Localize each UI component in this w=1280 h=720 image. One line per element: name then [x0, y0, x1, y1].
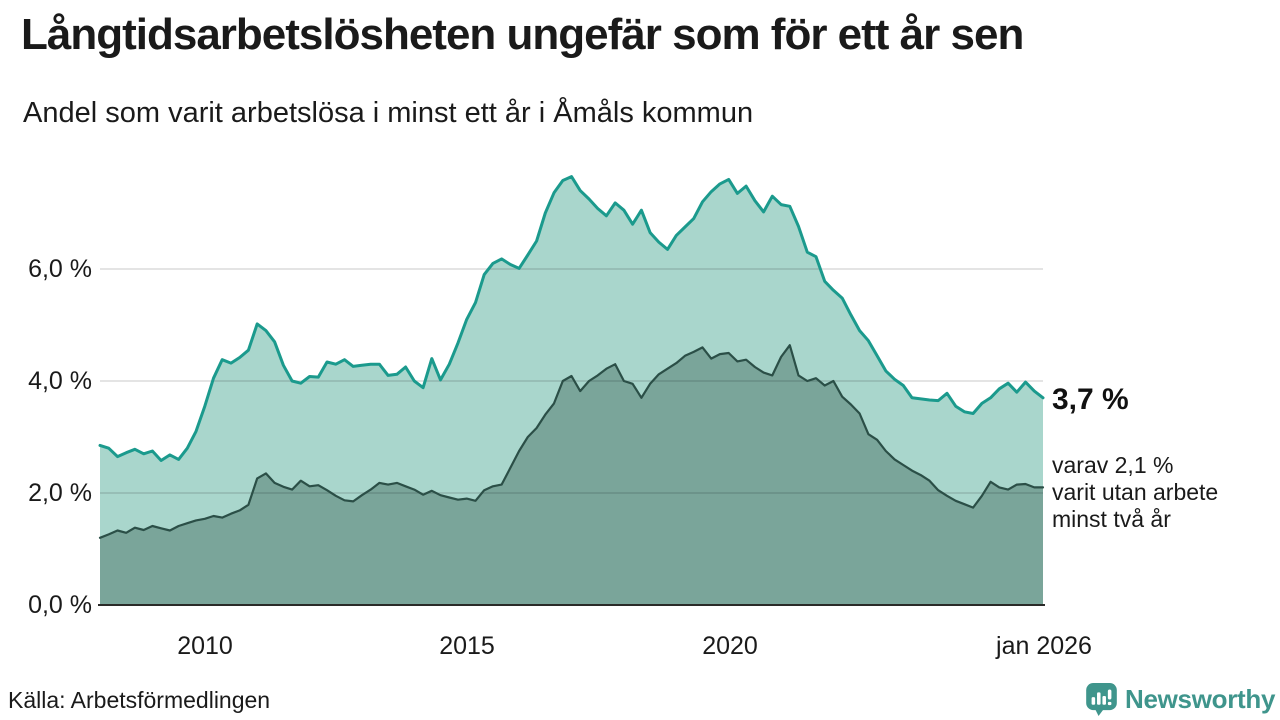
x-axis-tick-label: jan 2026: [996, 632, 1092, 660]
y-axis-tick-label: 4,0 %: [28, 367, 92, 395]
source-note: Källa: Arbetsförmedlingen: [8, 687, 271, 713]
area-fill-series-1: [100, 345, 1043, 605]
y-axis-tick-label: 2,0 %: [28, 479, 92, 507]
y-axis-tick-label: 0,0 %: [28, 591, 92, 619]
sub-value-annotation-line: varav 2,1 %: [1052, 452, 1174, 478]
newsworthy-wordmark: Newsworthy: [1125, 684, 1276, 714]
newsworthy-logo-icon: [1086, 683, 1117, 716]
x-axis-tick-label: 2010: [177, 632, 233, 660]
sub-value-annotation-line: minst två år: [1052, 506, 1171, 532]
page-title: Långtidsarbetslösheten ungefär som för e…: [21, 10, 1024, 59]
sub-value-annotation: varav 2,1 % varit utan arbete minst två …: [1052, 452, 1218, 533]
latest-value-annotation: 3,7 %: [1052, 383, 1129, 416]
page-subtitle: Andel som varit arbetslösa i minst ett å…: [23, 97, 754, 129]
series-line-1: [98, 344, 1045, 539]
sub-value-annotation-line: varit utan arbete: [1052, 479, 1219, 505]
x-axis-tick-label: 2020: [702, 632, 758, 660]
y-axis-tick-label: 6,0 %: [28, 255, 92, 283]
series-line-0: [98, 175, 1045, 462]
x-axis-tick-label: 2015: [439, 632, 495, 660]
newsworthy-logo: Newsworthy: [1086, 683, 1275, 716]
